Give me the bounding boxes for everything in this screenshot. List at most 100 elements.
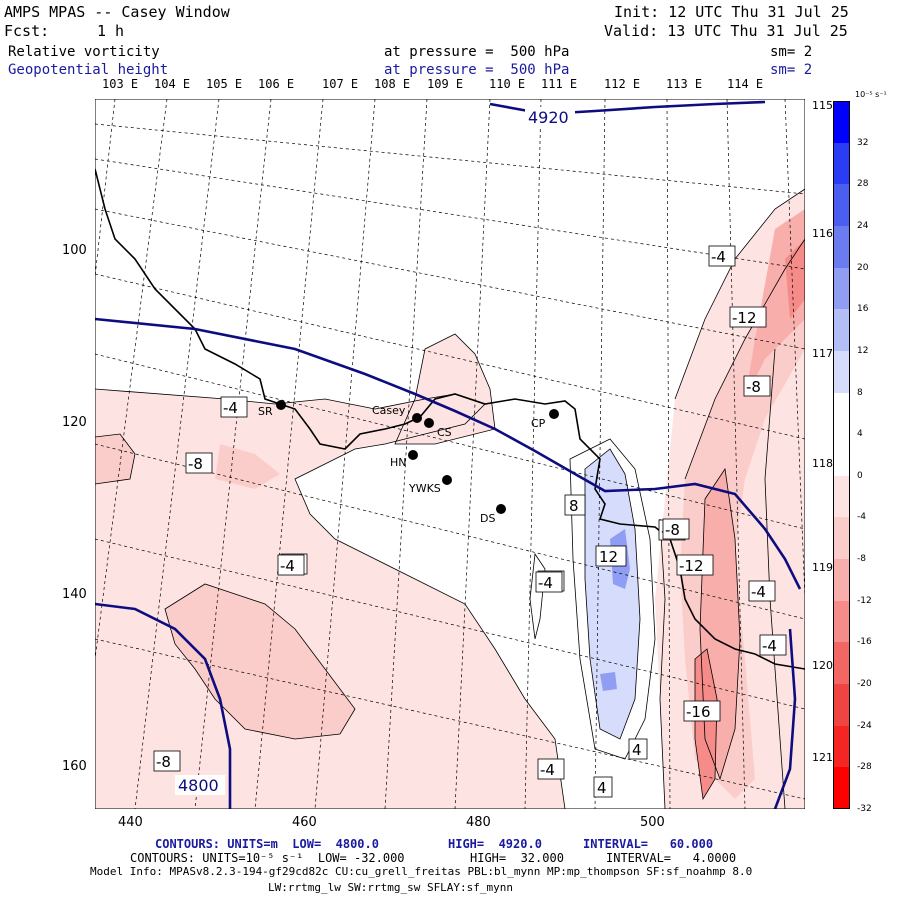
colorbar-swatch bbox=[833, 392, 850, 435]
station-label: DS bbox=[480, 512, 495, 525]
colorbar-swatch bbox=[833, 350, 850, 394]
field2-level: at pressure = 500 hPa bbox=[384, 62, 570, 78]
field1-name: Relative vorticity bbox=[8, 44, 160, 60]
colorbar-level: 32 bbox=[857, 137, 869, 148]
vorticity-fill bbox=[95, 389, 565, 809]
vorticity-label: 12 bbox=[599, 548, 618, 566]
colorbar-swatch bbox=[833, 684, 850, 727]
colorbar-swatch bbox=[833, 225, 850, 269]
colorbar-level: 0 bbox=[857, 470, 863, 481]
station-label: CP bbox=[531, 417, 546, 430]
height-label: 4920 bbox=[528, 108, 569, 127]
x-tick: 440 bbox=[118, 815, 143, 830]
station-dot-ywks bbox=[442, 475, 452, 485]
colorbar-unit: 10⁻⁵ s⁻¹ bbox=[855, 90, 887, 99]
colorbar-level: -28 bbox=[857, 762, 872, 773]
vorticity-label: 8 bbox=[569, 497, 579, 515]
y-tick: 100 bbox=[62, 243, 87, 258]
colorbar-level: -8 bbox=[857, 554, 866, 565]
lon-label: 105 E bbox=[206, 77, 243, 91]
colorbar-swatch bbox=[833, 434, 850, 477]
colorbar-level: -24 bbox=[857, 720, 872, 731]
station-dot-cp bbox=[549, 409, 559, 419]
vorticity-label: -8 bbox=[665, 521, 680, 539]
colorbar bbox=[833, 101, 850, 810]
station-dot-ds bbox=[496, 504, 506, 514]
lon-label: 111 E bbox=[541, 77, 578, 91]
lon-label: 112 E bbox=[604, 77, 641, 91]
vorticity-contour-high: HIGH= 32.000 bbox=[470, 851, 564, 865]
colorbar-swatch bbox=[833, 559, 850, 602]
station-label: HN bbox=[390, 456, 407, 469]
station-markers bbox=[276, 400, 559, 514]
height-label: 4800 bbox=[178, 776, 219, 795]
forecast-label: Fcst: bbox=[4, 22, 50, 40]
vorticity-label: -8 bbox=[746, 378, 761, 396]
map-title: AMPS MPAS -- Casey Window bbox=[4, 3, 230, 21]
colorbar-level: 28 bbox=[857, 179, 869, 190]
lon-label: 109 E bbox=[427, 77, 464, 91]
vorticity-contour-info: CONTOURS: UNITS=10⁻⁵ s⁻¹ LOW= -32.000 bbox=[130, 851, 405, 865]
vorticity-label: 4 bbox=[597, 779, 607, 797]
colorbar-swatch bbox=[833, 517, 850, 560]
station-label: SR bbox=[258, 405, 273, 418]
station-dot-cs bbox=[424, 418, 434, 428]
x-tick: 460 bbox=[292, 815, 317, 830]
height-contour-high: HIGH= 4920.0 bbox=[448, 837, 542, 851]
vorticity-label: -4 bbox=[751, 583, 766, 601]
colorbar-swatch bbox=[833, 725, 850, 768]
vorticity-label: -12 bbox=[679, 557, 704, 575]
model-info-2: LW:rrtmg_lw SW:rrtmg_sw SFLAY:sf_mynn bbox=[268, 881, 514, 894]
vorticity-label: -4 bbox=[540, 761, 555, 779]
vorticity-label: -12 bbox=[732, 309, 757, 327]
field2-name: Geopotential height bbox=[8, 62, 169, 78]
vorticity-label: -8 bbox=[156, 753, 171, 771]
vorticity-label: -4 bbox=[280, 557, 295, 575]
colorbar-swatch bbox=[833, 475, 850, 518]
vorticity-labels: -4 -4 -8 -4 -4 -12 -8 -8 8 12 -12 -4 -4 bbox=[153, 245, 787, 798]
vorticity-label: -4 bbox=[223, 399, 238, 417]
colorbar-level: 4 bbox=[857, 429, 863, 440]
lon-label: 114 E bbox=[727, 77, 764, 91]
lon-label: 104 E bbox=[154, 77, 191, 91]
vorticity-map: SR Casey CS HN YWKS DS CP 4920 4800 -4 -… bbox=[95, 99, 805, 809]
y-tick: 140 bbox=[62, 587, 87, 602]
station-label: Casey bbox=[372, 404, 406, 417]
station-label: YWKS bbox=[408, 482, 441, 495]
field2-smoothing: sm= 2 bbox=[770, 62, 813, 78]
vorticity-label: -4 bbox=[711, 248, 726, 266]
vorticity-fill bbox=[165, 584, 355, 739]
vorticity-label: -16 bbox=[686, 703, 711, 721]
vorticity-fill bbox=[95, 434, 135, 484]
colorbar-level: -12 bbox=[857, 595, 872, 606]
lon-label: 110 E bbox=[489, 77, 526, 91]
vorticity-fill bbox=[785, 239, 805, 319]
colorbar-level: 16 bbox=[857, 304, 869, 315]
colorbar-swatch bbox=[833, 142, 850, 185]
colorbar-swatch bbox=[833, 767, 850, 810]
vorticity-fill bbox=[600, 672, 617, 691]
vorticity-label: -4 bbox=[538, 574, 553, 592]
vorticity-label: -8 bbox=[188, 455, 203, 473]
lon-label: 103 E bbox=[102, 77, 139, 91]
valid-time: Valid: 13 UTC Thu 31 Jul 25 bbox=[604, 22, 848, 40]
colorbar-swatch bbox=[833, 642, 850, 685]
colorbar-swatch bbox=[833, 600, 850, 643]
field1-level: at pressure = 500 hPa bbox=[384, 44, 570, 60]
colorbar-swatch bbox=[833, 184, 850, 227]
field1-smoothing: sm= 2 bbox=[770, 44, 813, 60]
vorticity-label: 4 bbox=[632, 741, 642, 759]
lon-label: 106 E bbox=[258, 77, 295, 91]
colorbar-level: 20 bbox=[857, 262, 869, 273]
colorbar-level: -4 bbox=[857, 512, 866, 523]
y-tick: 120 bbox=[62, 415, 87, 430]
colorbar-level: -16 bbox=[857, 637, 872, 648]
init-time: Init: 12 UTC Thu 31 Jul 25 bbox=[614, 3, 849, 21]
colorbar-swatch bbox=[833, 101, 850, 144]
forecast-hour: 1 h bbox=[97, 22, 125, 40]
model-info: Model Info: MPASv8.2.3-194-gf29cd82c CU:… bbox=[90, 865, 753, 878]
colorbar-level: -32 bbox=[857, 804, 872, 814]
station-dot-hn bbox=[408, 450, 418, 460]
colorbar-swatch bbox=[833, 267, 850, 310]
y-tick: 160 bbox=[62, 759, 87, 774]
